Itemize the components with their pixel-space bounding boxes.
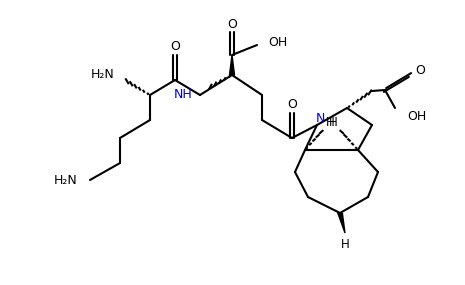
Text: H₂N: H₂N [53,174,77,186]
Text: N: N [315,111,325,125]
Text: O: O [170,40,180,54]
Text: H: H [341,239,349,251]
Polygon shape [230,55,234,75]
Text: O: O [287,99,297,111]
Text: OH: OH [407,109,426,123]
Text: O: O [227,17,237,30]
Text: NH: NH [173,89,192,101]
Polygon shape [338,212,345,233]
Text: H₂N: H₂N [90,68,114,82]
Text: OH: OH [268,36,287,48]
Text: H: H [326,117,334,129]
Text: O: O [415,64,425,76]
Text: H: H [329,117,338,129]
